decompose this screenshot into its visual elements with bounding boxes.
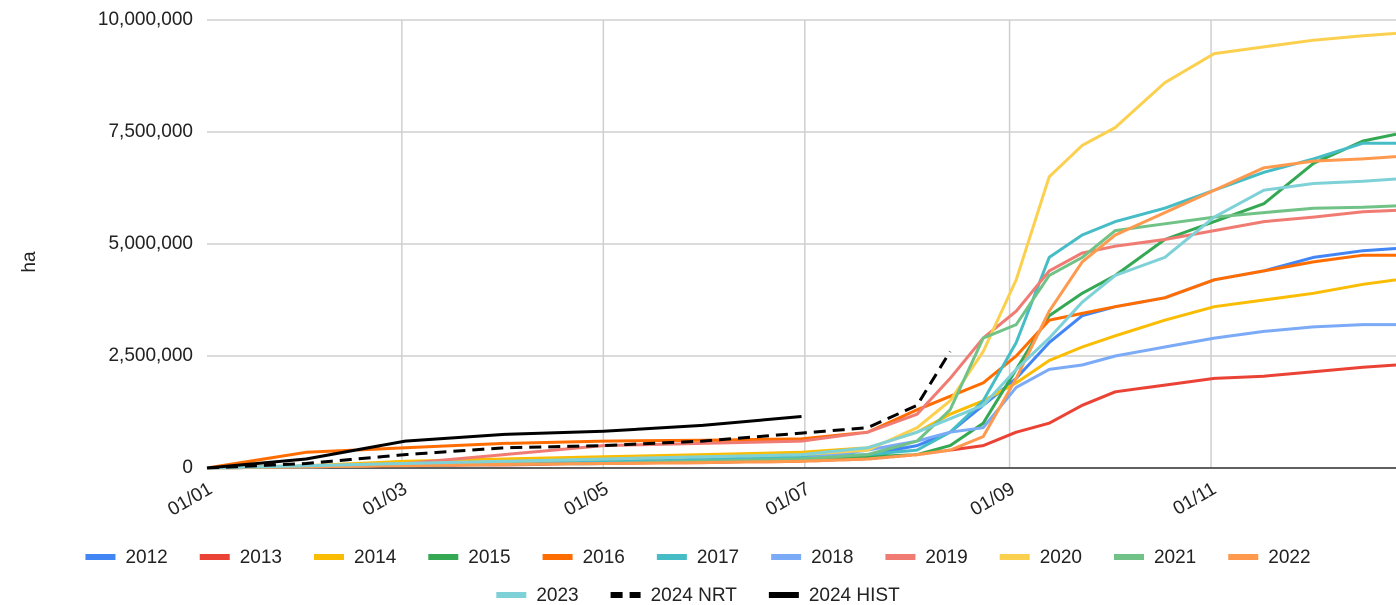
legend-label: 2019 [925, 547, 967, 568]
legend-label: 2020 [1040, 547, 1082, 568]
legend-label: 2017 [697, 547, 739, 568]
y-tick-label: 10,000,000 [98, 9, 193, 30]
legend-item: 2014 [314, 547, 397, 568]
y-tick-label: 7,500,000 [108, 121, 193, 142]
legend-label: 2024 HIST [809, 585, 900, 605]
legend-label: 2016 [583, 547, 625, 568]
x-tick-label: 01/03 [359, 478, 411, 520]
series-line [206, 141, 1396, 470]
legend-item: 2020 [999, 547, 1082, 568]
y-tick-label: 2,500,000 [108, 345, 193, 366]
legend-item: 2024 HIST [768, 585, 900, 605]
series-line [206, 177, 1396, 470]
series-line [206, 247, 1396, 470]
legend-item: 2023 [496, 585, 579, 605]
legend-label: 2022 [1268, 547, 1310, 568]
legend-item: 2017 [656, 547, 739, 568]
legend-item: 2019 [885, 547, 968, 568]
x-tick-label: 01/11 [1170, 478, 1220, 519]
legend-label: 2014 [354, 547, 397, 568]
x-tick-label: 01/05 [561, 478, 613, 520]
series-line [206, 253, 1396, 470]
legend-item: 2013 [199, 547, 282, 568]
y-tick-label: 0 [182, 457, 193, 478]
legend-item: 2015 [428, 547, 511, 568]
x-tick-label: 01/07 [762, 478, 814, 520]
series-line [206, 415, 802, 470]
series-line [206, 31, 1396, 470]
legend-label: 2015 [468, 547, 510, 568]
legend-item: 2016 [542, 547, 625, 568]
x-tick-label: 01/09 [967, 478, 1019, 520]
legend-label: 2018 [811, 547, 853, 568]
series-line [206, 350, 952, 470]
legend-label: 2021 [1154, 547, 1196, 568]
legend-label: 2012 [125, 547, 167, 568]
legend-label: 2024 NRT [651, 585, 738, 605]
series-line [206, 323, 1396, 470]
y-axis-label: ha [19, 251, 40, 273]
legend-item: 2024 NRT [610, 585, 738, 605]
legend-label: 2023 [536, 585, 578, 605]
series-line [206, 155, 1396, 470]
x-tick-label: 01/01 [164, 478, 216, 520]
legend-item: 2018 [771, 547, 853, 568]
series-line [206, 208, 1396, 470]
y-tick-label: 5,000,000 [108, 233, 193, 254]
legend-label: 2013 [240, 547, 282, 568]
legend-item: 2022 [1228, 547, 1311, 568]
legend-item: 2012 [85, 547, 168, 568]
legend-item: 2021 [1113, 547, 1196, 568]
